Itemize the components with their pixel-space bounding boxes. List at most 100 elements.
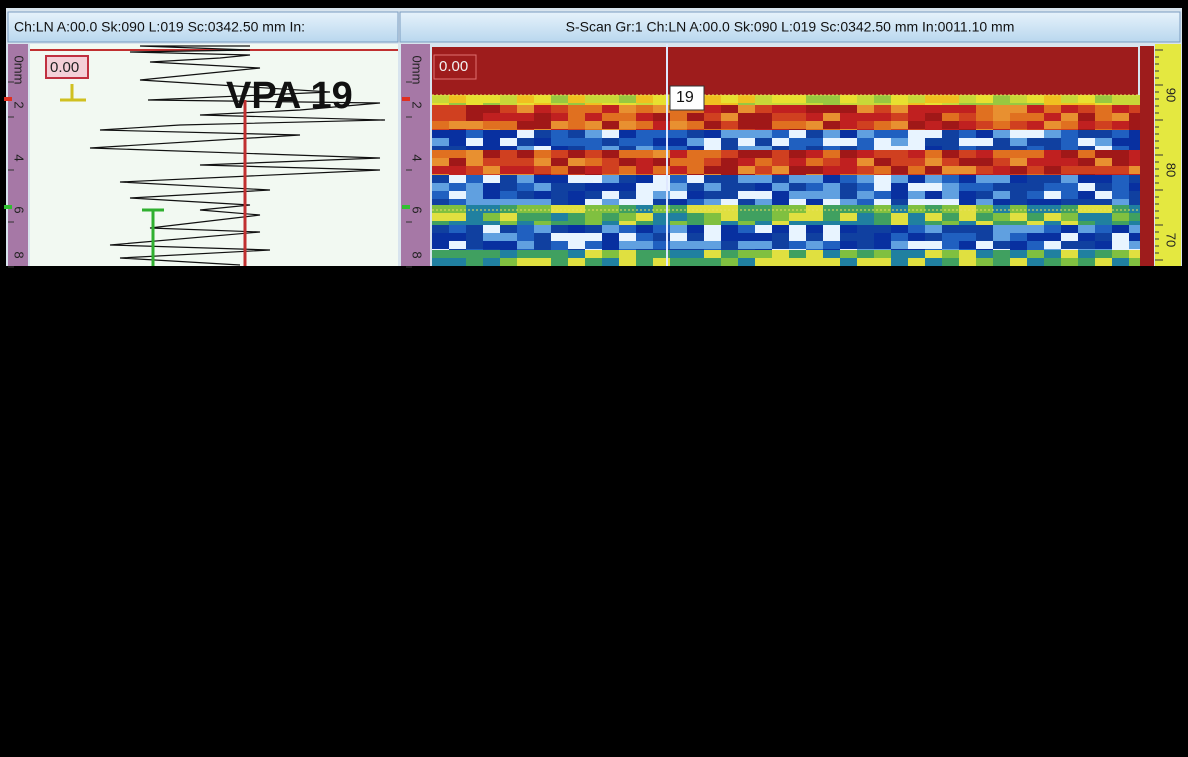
sscan-cell	[1112, 138, 1129, 146]
sscan-cell	[959, 241, 976, 249]
sscan-cell	[1044, 105, 1061, 113]
sscan-cell	[1027, 205, 1044, 213]
sscan-cell	[942, 199, 959, 205]
sscan-cell	[789, 225, 806, 233]
sscan-cell	[721, 233, 738, 241]
sscan-cell	[551, 129, 568, 130]
sscan-cell	[789, 233, 806, 241]
sscan-cell	[874, 129, 891, 130]
sscan-cell	[432, 158, 449, 166]
sscan-cell	[959, 249, 976, 250]
sscan-cell	[687, 129, 704, 130]
sscan-cell	[721, 130, 738, 138]
sscan-cell	[500, 121, 517, 129]
sscan-cell	[721, 199, 738, 205]
sscan-cell	[636, 158, 653, 166]
sscan-cell	[925, 138, 942, 146]
sscan-cell	[942, 95, 959, 103]
sscan-cell	[1027, 183, 1044, 191]
sscan-cell	[1044, 166, 1061, 174]
sscan-cell	[806, 250, 823, 258]
sscan-cell	[738, 138, 755, 146]
sscan-cell	[1112, 103, 1129, 105]
sscan-cell	[925, 130, 942, 138]
sscan-cell	[1095, 233, 1112, 241]
sscan-cell	[568, 166, 585, 174]
sscan-cell	[534, 129, 551, 130]
sscan-cell	[874, 150, 891, 158]
sscan-cell	[704, 174, 721, 175]
sscan-cell	[908, 150, 925, 158]
sscan-cell	[619, 158, 636, 166]
sscan-cell	[704, 129, 721, 130]
sscan-cell	[857, 113, 874, 121]
sscan-cell	[755, 175, 772, 183]
sscan-cell	[976, 250, 993, 258]
sscan-cell	[874, 191, 891, 199]
sscan-cell	[925, 225, 942, 233]
sscan-cell	[704, 233, 721, 241]
sscan-cell	[1010, 225, 1027, 233]
sscan-cell	[806, 183, 823, 191]
ruler-label: 0mm	[12, 56, 27, 85]
sscan-cell	[551, 249, 568, 250]
sscan-cell	[806, 113, 823, 121]
sscan-cell	[755, 146, 772, 150]
sscan-cell	[483, 121, 500, 129]
sscan-cell	[738, 183, 755, 191]
sscan-cell	[772, 250, 789, 258]
sscan-cell	[1044, 191, 1061, 199]
sscan-cell	[1095, 250, 1112, 258]
sscan-cell	[636, 241, 653, 249]
sscan-cell	[500, 105, 517, 113]
sscan-cell	[891, 233, 908, 241]
sscan-cell	[704, 205, 721, 213]
sscan-cell	[568, 174, 585, 175]
sscan-cell	[687, 258, 704, 266]
sscan-cell	[1010, 250, 1027, 258]
sscan-cell	[942, 129, 959, 130]
sscan-cell	[976, 205, 993, 213]
sscan-cell	[925, 183, 942, 191]
sscan-cell	[500, 130, 517, 138]
sscan-cell	[432, 258, 449, 266]
sscan-cell	[670, 146, 687, 150]
sscan-cell	[585, 221, 602, 225]
sscan-cell	[738, 258, 755, 266]
sscan-cell	[534, 183, 551, 191]
sscan-cell	[449, 166, 466, 174]
sscan-cell	[857, 191, 874, 199]
sscan-cell	[568, 258, 585, 266]
sscan-cell	[483, 103, 500, 105]
sscan-cell	[755, 95, 772, 103]
sscan-cell	[704, 105, 721, 113]
sscan-cell	[1095, 213, 1112, 221]
sscan-cell	[976, 175, 993, 183]
sscan-cell	[687, 250, 704, 258]
sscan-cell	[789, 130, 806, 138]
sscan-cell	[772, 158, 789, 166]
sscan-cell	[687, 130, 704, 138]
sscan-cell	[704, 241, 721, 249]
sscan-cell	[942, 166, 959, 174]
sscan-cell	[534, 174, 551, 175]
sscan-cell	[1112, 175, 1129, 183]
sscan-cell	[670, 250, 687, 258]
sscan-cell	[517, 166, 534, 174]
sscan-cell	[432, 199, 449, 205]
sscan-cell	[908, 183, 925, 191]
sscan-cell	[942, 258, 959, 266]
sscan-cell	[1095, 225, 1112, 233]
sscan-cell	[721, 103, 738, 105]
sscan-cell	[1112, 221, 1129, 225]
sscan-cell	[908, 225, 925, 233]
sscan-cell	[568, 150, 585, 158]
sscan-cell	[806, 199, 823, 205]
sscan-cell	[806, 241, 823, 249]
sscan-cell	[721, 225, 738, 233]
sscan-cell	[1078, 113, 1095, 121]
sscan-cell	[1112, 121, 1129, 129]
sscan-cell	[636, 183, 653, 191]
sscan-cell	[1027, 121, 1044, 129]
sscan-cell	[704, 225, 721, 233]
